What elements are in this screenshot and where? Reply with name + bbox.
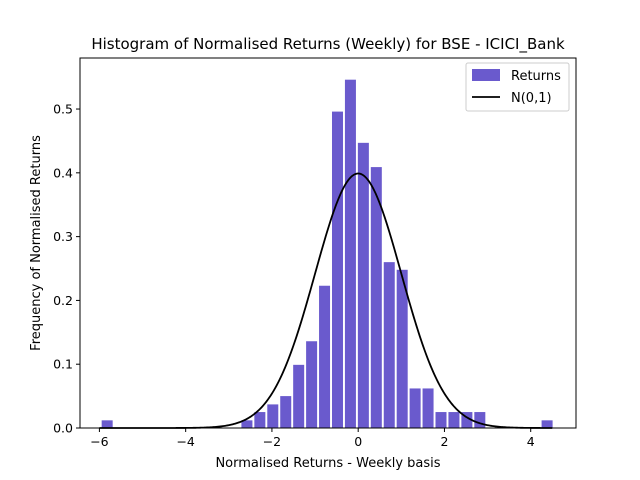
- legend-label-normal: N(0,1): [511, 91, 552, 106]
- histogram-bar: [254, 412, 266, 428]
- histogram-bar: [370, 167, 382, 428]
- histogram-bar: [306, 341, 318, 428]
- histogram-bar: [331, 111, 343, 428]
- histogram-bar: [280, 396, 292, 428]
- histogram-bar: [541, 420, 553, 428]
- x-tick-label: −4: [176, 434, 194, 449]
- y-tick-label: 0.0: [53, 421, 73, 436]
- y-axis-ticks: 0.0 0.1 0.2 0.3 0.4 0.5: [53, 102, 80, 436]
- legend-label-returns: Returns: [511, 69, 561, 84]
- histogram-bar: [241, 420, 253, 428]
- plot-area-frame: [79, 57, 577, 429]
- histogram-bar: [474, 412, 486, 428]
- y-axis-label: Frequency of Normalised Returns: [29, 135, 44, 351]
- histogram-bar: [435, 412, 447, 428]
- y-tick-label: 0.1: [53, 357, 73, 372]
- chart-title: Histogram of Normalised Returns (Weekly)…: [91, 35, 565, 54]
- x-tick-label: −6: [90, 434, 108, 449]
- histogram-bar: [461, 412, 473, 428]
- y-tick-label: 0.2: [53, 293, 73, 308]
- x-tick-label: 4: [527, 434, 535, 449]
- histogram-bar: [319, 285, 331, 428]
- histogram-bar: [101, 420, 113, 428]
- x-axis-ticks: −6 −4 −2 0 2 4: [90, 428, 535, 449]
- legend-swatch-returns: [472, 69, 500, 81]
- x-tick-label: −2: [263, 434, 281, 449]
- histogram-bar: [422, 388, 434, 428]
- histogram-bar: [448, 412, 460, 428]
- histogram-bar: [396, 269, 408, 428]
- y-tick-label: 0.5: [53, 102, 73, 117]
- histogram-bars: [101, 79, 553, 428]
- y-tick-label: 0.3: [53, 229, 73, 244]
- y-tick-label: 0.4: [53, 165, 73, 180]
- x-axis-label: Normalised Returns - Weekly basis: [215, 456, 440, 471]
- histogram-bar: [383, 262, 395, 428]
- histogram-bar: [293, 364, 305, 428]
- histogram-bar: [409, 388, 421, 428]
- histogram-bar: [267, 404, 279, 428]
- histogram-bar: [344, 79, 356, 428]
- legend: Returns N(0,1): [465, 62, 570, 112]
- histogram-bar: [357, 142, 369, 428]
- x-tick-label: 0: [354, 434, 362, 449]
- x-tick-label: 2: [440, 434, 448, 449]
